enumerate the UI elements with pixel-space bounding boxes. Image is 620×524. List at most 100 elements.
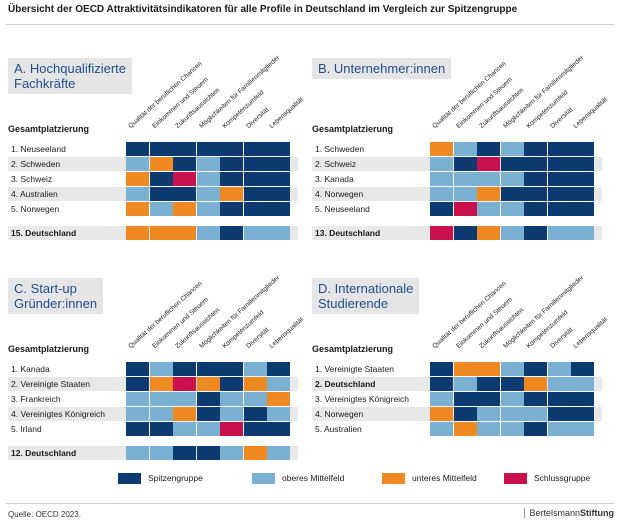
heatmap-cell	[571, 202, 594, 216]
heatmap-cell	[126, 422, 149, 436]
heatmap-cell	[547, 172, 571, 186]
heatmap-cell	[220, 377, 243, 391]
heatmap-panel: C. Start-up Gründer:innen Qualität der be…	[8, 274, 305, 478]
heatmap-panel: B. Unternehmer:innen Qualität der berufli…	[312, 54, 609, 258]
table-row: 4. Vereinigtes Königreich	[8, 407, 298, 421]
column-header: Qualität der beruflichen Chancen	[431, 280, 507, 350]
column-header-label: Kompetenzumfeld	[221, 89, 266, 130]
heatmap-cell	[500, 362, 524, 376]
heatmap-cell	[477, 157, 500, 171]
heatmap-cell	[243, 407, 267, 421]
heatmap-cell	[500, 157, 524, 171]
row-label: 13. Deutschland	[315, 228, 381, 238]
table-row: 1. Vereinigte Staaten	[312, 362, 602, 376]
heatmap-cell	[267, 446, 290, 460]
heatmap-cell	[149, 407, 173, 421]
heatmap-cell	[453, 377, 477, 391]
column-header-label: Lebensqualität	[268, 316, 305, 350]
heatmap-cell	[547, 407, 571, 421]
heatmap-cell	[126, 142, 149, 156]
heatmap-cell	[220, 446, 243, 460]
panel-heading: D. Internationale Studierende	[312, 278, 420, 314]
heatmap-cell	[126, 172, 149, 186]
row-label: 3. Frankreich	[11, 394, 61, 404]
panel-title: C. Start-up Gründer:innen	[14, 281, 98, 311]
heatmap-cell	[220, 362, 243, 376]
heatmap-cell	[524, 422, 547, 436]
heatmap-cell	[453, 142, 477, 156]
column-header: Möglichkeiten für Familienmitglieder	[502, 274, 585, 350]
heatmap-cell	[196, 157, 220, 171]
heatmap-cell	[453, 202, 477, 216]
heatmap-cell	[173, 157, 196, 171]
table-row: 2. Schweiz	[312, 157, 602, 171]
heatmap-cell	[430, 157, 453, 171]
table-row: 5. Irland	[8, 422, 298, 436]
column-header: Einkommen und Steuern	[151, 76, 210, 130]
heatmap-cell	[149, 392, 173, 406]
heatmap-cell	[196, 202, 220, 216]
panel-title: A. Hochqualifizierte Fachkräfte	[14, 61, 126, 91]
table-row: 5. Norwegen	[8, 202, 298, 216]
row-label: 2. Deutschland	[315, 379, 376, 389]
brand-regular: Bertelsmann	[529, 508, 580, 518]
heatmap-cell	[547, 226, 571, 240]
heatmap-cell	[126, 187, 149, 201]
heatmap-cell	[149, 202, 173, 216]
column-header: Einkommen und Steuern	[455, 76, 514, 130]
table-row: 1. Neuseeland	[8, 142, 298, 156]
heatmap-cell	[500, 172, 524, 186]
heatmap-cell	[220, 407, 243, 421]
heatmap-cell	[220, 157, 243, 171]
heatmap-cell	[126, 392, 149, 406]
table-row: 5. Neuseeland	[312, 202, 602, 216]
table-row: 2. Vereinigte Staaten	[8, 377, 298, 391]
row-label: 5. Neuseeland	[315, 204, 370, 214]
heatmap-cell	[477, 407, 500, 421]
column-header: Möglichkeiten für Familienmitglieder	[502, 54, 585, 130]
column-header: Qualität der beruflichen Chancen	[127, 280, 203, 350]
heatmap-cell	[149, 157, 173, 171]
heatmap-cell	[243, 202, 267, 216]
heatmap-cell	[149, 377, 173, 391]
heatmap-cell	[430, 392, 453, 406]
table-row: 1. Schweden	[312, 142, 602, 156]
heatmap-cell	[547, 157, 571, 171]
heatmap-cell	[173, 187, 196, 201]
heatmap-cell	[173, 226, 196, 240]
heatmap-cell	[547, 377, 571, 391]
heatmap-cell	[149, 446, 173, 460]
heatmap-cell	[149, 142, 173, 156]
heatmap-cell	[220, 392, 243, 406]
overall-ranking-label: Gesamtplatzierung	[8, 344, 90, 354]
table-row: 12. Deutschland	[8, 446, 298, 460]
legend-label: Spitzengruppe	[148, 473, 203, 483]
column-header: Lebensqualität	[268, 96, 305, 130]
heatmap-cell	[547, 187, 571, 201]
column-header: Qualität der beruflichen Chancen	[431, 60, 507, 130]
heatmap-cell	[173, 407, 196, 421]
heatmap-cell	[196, 392, 220, 406]
legend-label: unteres Mittelfeld	[412, 473, 477, 483]
column-header-label: Lebensqualität	[572, 316, 609, 350]
table-row: 2. Schweden	[8, 157, 298, 171]
table-row: 2. Deutschland	[312, 377, 602, 391]
heatmap-cell	[430, 226, 453, 240]
heatmap-cell	[173, 377, 196, 391]
column-headers: Qualität der beruflichen Chancen Einkomme…	[430, 274, 610, 350]
heatmap-cell	[524, 157, 547, 171]
heatmap-cell	[149, 172, 173, 186]
heatmap-cell	[571, 142, 594, 156]
heatmap-cell	[500, 226, 524, 240]
table-row: 4. Norwegen	[312, 187, 602, 201]
table-row: 4. Norwegen	[312, 407, 602, 421]
heatmap-cell	[267, 362, 290, 376]
overall-ranking-label: Gesamtplatzierung	[8, 124, 90, 134]
heatmap-cell	[477, 377, 500, 391]
table-row: 3. Schweiz	[8, 172, 298, 186]
heatmap-cell	[477, 422, 500, 436]
heatmap-cell	[267, 226, 290, 240]
heatmap-cell	[126, 377, 149, 391]
row-label: 4. Norwegen	[315, 189, 364, 199]
column-headers: Qualität der beruflichen Chancen Einkomme…	[126, 54, 306, 130]
